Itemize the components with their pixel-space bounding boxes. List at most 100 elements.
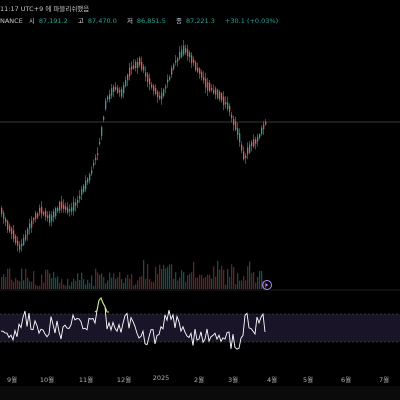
volume-bar xyxy=(193,261,195,289)
volume-bar xyxy=(127,274,129,289)
candle-body xyxy=(189,52,191,58)
volume-bar xyxy=(225,284,227,289)
time-axis-label: 11월 xyxy=(78,376,94,384)
volume-bar xyxy=(261,270,263,289)
volume-bar xyxy=(119,272,121,289)
candle-body xyxy=(71,207,73,212)
candle-body xyxy=(247,147,249,155)
candle-body xyxy=(41,206,43,214)
candle-body xyxy=(121,89,123,97)
candle-body xyxy=(201,71,203,78)
candle-body xyxy=(51,215,53,222)
volume-bar xyxy=(153,282,155,289)
candle-body xyxy=(167,79,169,83)
candle-body xyxy=(31,220,33,228)
candle-body xyxy=(207,82,209,91)
volume-bar xyxy=(109,272,111,289)
volume-bar xyxy=(89,283,91,289)
volume-bar xyxy=(143,259,145,289)
volume-bar xyxy=(21,268,23,289)
candle-body xyxy=(69,209,71,212)
volume-bar xyxy=(221,265,223,289)
volume-bar xyxy=(171,264,173,289)
volume-bar xyxy=(239,280,241,289)
volume-bar xyxy=(151,281,153,289)
volume-bar xyxy=(39,285,41,289)
volume-bar xyxy=(217,260,219,289)
volume-bar xyxy=(11,279,13,289)
candle-body xyxy=(77,199,79,203)
candle-body xyxy=(173,64,175,70)
candle-body xyxy=(195,62,197,71)
volume-bar xyxy=(63,284,65,289)
volume-bar xyxy=(75,281,77,289)
candle-body xyxy=(219,91,221,100)
candle-body xyxy=(223,96,225,105)
volume-bar xyxy=(249,261,251,289)
candle-body xyxy=(137,62,139,68)
candle-body xyxy=(113,86,115,92)
volume-bar xyxy=(45,269,47,289)
candle-body xyxy=(59,202,61,211)
volume-bar xyxy=(231,264,233,289)
volume-bar xyxy=(67,278,69,289)
volume-bar xyxy=(73,278,75,289)
volume-bar xyxy=(97,272,99,289)
candle-body xyxy=(117,87,119,93)
volume-bar xyxy=(191,272,193,289)
volume-bar xyxy=(145,278,147,289)
volume-bar xyxy=(71,281,73,289)
volume-bar xyxy=(103,277,105,289)
volume-bar xyxy=(5,277,7,289)
time-axis-label: 7월 xyxy=(378,376,390,384)
candle-body xyxy=(5,218,7,223)
candle-body xyxy=(135,61,137,68)
time-axis-label: 4월 xyxy=(266,376,278,384)
volume-bar xyxy=(197,277,199,289)
candle-body xyxy=(43,212,45,215)
candle-body xyxy=(111,88,113,96)
volume-bar xyxy=(203,278,205,289)
replay-icon[interactable] xyxy=(262,280,272,290)
candle-body xyxy=(123,85,125,94)
volume-bar xyxy=(111,277,113,289)
time-axis-label: 2025 xyxy=(152,374,170,382)
candle-body xyxy=(257,136,259,142)
candle-body xyxy=(23,237,25,246)
candle-body xyxy=(1,207,3,214)
candle-body xyxy=(79,195,81,199)
volume-bar xyxy=(159,264,161,289)
volume-bar xyxy=(169,264,171,289)
volume-bar xyxy=(229,276,231,289)
volume-bar xyxy=(83,279,85,289)
candle-body xyxy=(227,102,229,109)
volume-bar xyxy=(163,264,165,289)
candle-body xyxy=(53,211,55,218)
time-axis-label: 5월 xyxy=(302,376,314,384)
candle-body xyxy=(57,207,59,211)
candle-body xyxy=(147,74,149,83)
candle-body xyxy=(209,82,211,91)
time-axis-label: 2월 xyxy=(193,376,205,384)
candle-body xyxy=(159,95,161,99)
bottom-toolbar xyxy=(0,386,400,400)
volume-bar xyxy=(251,273,253,289)
candle-body xyxy=(103,116,105,120)
candle-body xyxy=(39,207,41,213)
candle-body xyxy=(27,228,29,235)
candle-body xyxy=(221,93,223,101)
volume-bar xyxy=(175,272,177,289)
candle-body xyxy=(151,84,153,88)
volume-bar xyxy=(211,278,213,289)
candle-body xyxy=(73,202,75,211)
candle-body xyxy=(169,76,171,80)
candle-body xyxy=(249,144,251,153)
candle-body xyxy=(93,162,95,166)
exchange-label: NANCE xyxy=(0,17,23,25)
time-axis-label: 12월 xyxy=(116,376,132,384)
chart-header: 11:17 UTC+9 에 파블리쉬했음 NANCE 시 87,191.2 고 87… xyxy=(0,0,400,28)
ohlc-legend: NANCE 시 87,191.2 고 87,470.0 저 86,851.5 종 87,… xyxy=(0,15,286,25)
candle-body xyxy=(171,68,173,75)
ohlc-open: 시 87,191.2 xyxy=(28,17,68,25)
